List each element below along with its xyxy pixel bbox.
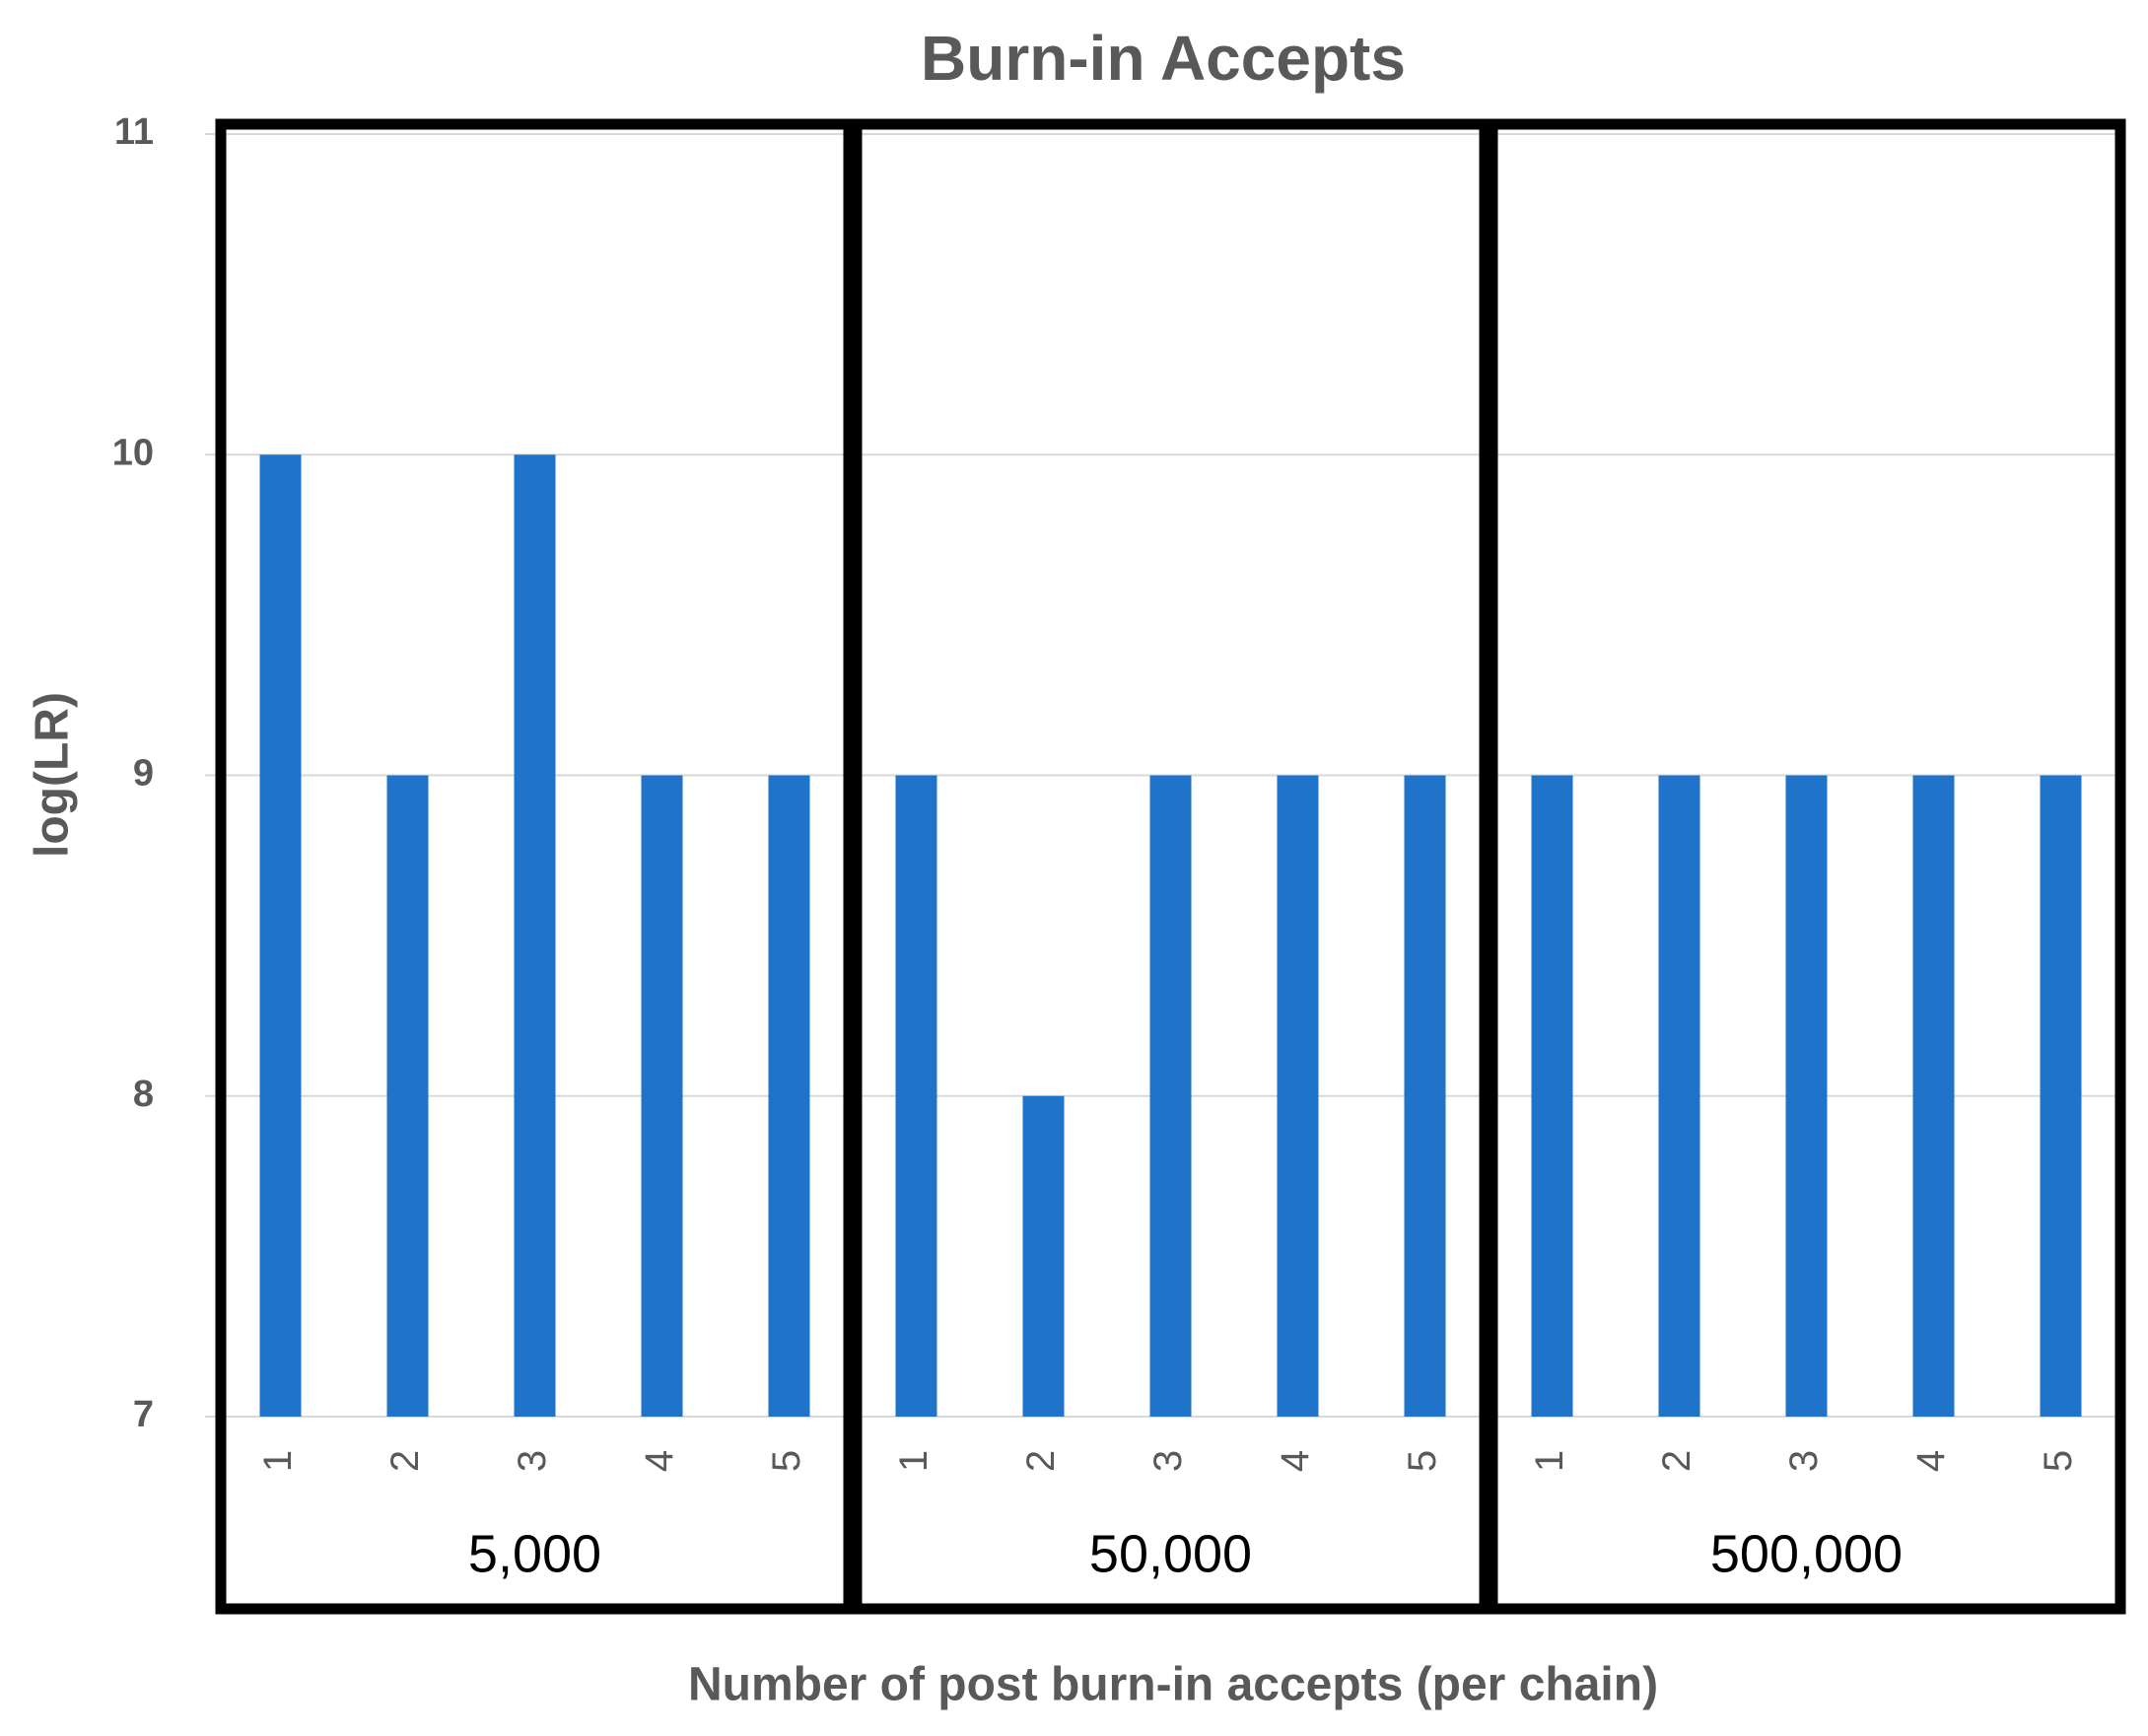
y-axis-title: log(LR) [27, 692, 79, 858]
group-label: 50,000 [1089, 1524, 1252, 1583]
x-tick-label: 3 [1782, 1450, 1826, 1472]
bar [386, 775, 429, 1417]
bar [1149, 775, 1192, 1417]
x-tick-label: 5 [765, 1450, 808, 1472]
y-tick-label: 10 [112, 432, 154, 473]
group-label: 5,000 [468, 1524, 601, 1583]
bar [895, 775, 937, 1417]
x-tick-label: 4 [638, 1450, 681, 1472]
bar [1277, 775, 1319, 1417]
bar [1658, 775, 1700, 1417]
x-tick-label: 2 [1655, 1450, 1698, 1472]
bar [514, 454, 556, 1417]
x-tick-label: 1 [892, 1450, 935, 1472]
bar [1912, 775, 1955, 1417]
bar [1785, 775, 1828, 1417]
x-tick-label: 1 [256, 1450, 300, 1472]
group-label: 500,000 [1710, 1524, 1903, 1583]
chart-title: Burn-in Accepts [921, 23, 1406, 94]
bar [1531, 775, 1573, 1417]
x-tick-label: 2 [1019, 1450, 1063, 1472]
x-tick-label: 3 [1146, 1450, 1190, 1472]
x-tick-label: 1 [1528, 1450, 1571, 1472]
x-tick-label: 5 [2037, 1450, 2080, 1472]
group-box [851, 118, 1490, 1615]
bar [641, 775, 683, 1417]
bar [2040, 775, 2082, 1417]
x-axis-title: Number of post burn-in accepts (per chai… [688, 1659, 1658, 1711]
group-box [1487, 118, 2126, 1615]
y-tick-label: 9 [133, 753, 154, 795]
x-tick-label: 2 [383, 1450, 427, 1472]
x-tick-label: 4 [1274, 1450, 1317, 1472]
x-tick-label: 4 [1909, 1450, 1953, 1472]
bar [1404, 775, 1446, 1417]
bar [259, 454, 302, 1417]
x-tick-label: 3 [511, 1450, 554, 1472]
y-tick-label: 8 [133, 1074, 154, 1115]
y-tick-label: 7 [133, 1394, 154, 1435]
bar [1022, 1095, 1065, 1417]
y-tick-label: 11 [114, 111, 154, 153]
group-box [215, 118, 855, 1615]
x-tick-label: 5 [1401, 1450, 1444, 1472]
bar [768, 775, 810, 1417]
